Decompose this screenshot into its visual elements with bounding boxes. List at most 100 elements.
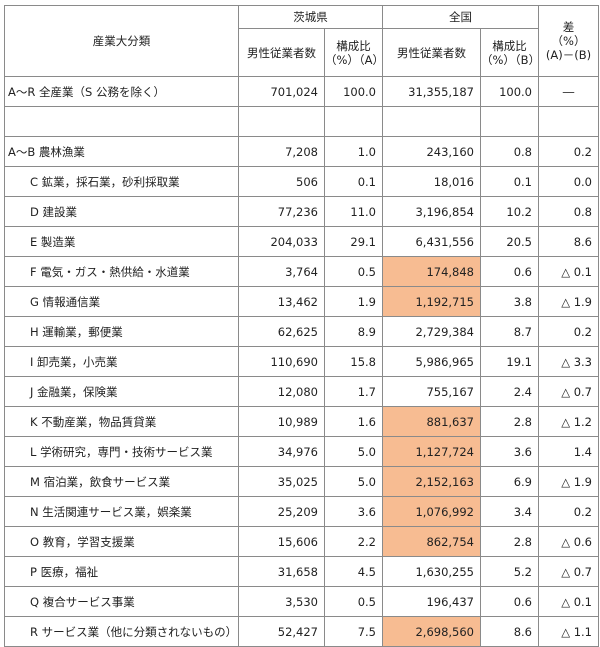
ibaraki-ratio: 8.9 — [324, 316, 383, 347]
national-ratio: 10.2 — [480, 196, 539, 227]
diff-value: △ 1.2 — [538, 406, 599, 437]
ibaraki-workers: 15,606 — [238, 526, 325, 557]
industry-label: Q 複合サービス事業 — [4, 586, 239, 617]
industry-label: R サービス業（他に分類されないもの） — [4, 616, 239, 647]
national-workers: 174,848 — [382, 256, 481, 287]
national-ratio: 0.6 — [480, 256, 539, 287]
ibaraki-ratio: 2.2 — [324, 526, 383, 557]
diff-value: ― — [538, 76, 599, 107]
header-ratio-national: 構成比 （%）（B） — [480, 28, 539, 77]
national-ratio: 2.8 — [480, 526, 539, 557]
national-ratio: 100.0 — [480, 76, 539, 107]
row-spacer — [4, 106, 599, 137]
industry-label: A～B 農林漁業 — [4, 136, 239, 167]
industry-label: E 製造業 — [4, 226, 239, 257]
industry-label: P 医療，福祉 — [4, 556, 239, 587]
ibaraki-workers: 506 — [238, 166, 325, 197]
ibaraki-workers: 204,033 — [238, 226, 325, 257]
national-workers: 881,637 — [382, 406, 481, 437]
ibaraki-ratio: 1.0 — [324, 136, 383, 167]
ibaraki-workers: 13,462 — [238, 286, 325, 317]
table-row: C 鉱業，採石業，砂利採取業 506 0.1 18,016 0.1 0.0 — [4, 166, 599, 197]
diff-value: △ 0.1 — [538, 586, 599, 617]
ibaraki-workers: 31,658 — [238, 556, 325, 587]
industry-label: G 情報通信業 — [4, 286, 239, 317]
table-row: F 電気・ガス・熱供給・水道業 3,764 0.5 174,848 0.6 △ 0.1 — [4, 256, 599, 287]
national-ratio: 6.9 — [480, 466, 539, 497]
ibaraki-workers: 7,208 — [238, 136, 325, 167]
spacer-cell — [4, 106, 239, 137]
table-row: H 運輸業，郵便業 62,625 8.9 2,729,384 8.7 0.2 — [4, 316, 599, 347]
header-ibaraki: 茨城県 — [238, 5, 383, 29]
national-workers: 18,016 — [382, 166, 481, 197]
national-workers: 196,437 — [382, 586, 481, 617]
table-body: A～R 全産業（S 公務を除く） 701,024 100.0 31,355,187 10… — [4, 76, 599, 647]
header-diff: 差 （%） (A)－(B) — [538, 5, 599, 77]
diff-value: 0.2 — [538, 316, 599, 347]
national-workers: 2,152,163 — [382, 466, 481, 497]
national-workers: 3,196,854 — [382, 196, 481, 227]
national-workers: 2,729,384 — [382, 316, 481, 347]
ibaraki-workers: 62,625 — [238, 316, 325, 347]
ibaraki-workers: 3,530 — [238, 586, 325, 617]
header-national: 全国 — [382, 5, 539, 29]
ibaraki-ratio: 100.0 — [324, 76, 383, 107]
ibaraki-ratio: 5.0 — [324, 466, 383, 497]
ibaraki-ratio: 29.1 — [324, 226, 383, 257]
national-ratio: 2.8 — [480, 406, 539, 437]
national-ratio: 3.8 — [480, 286, 539, 317]
ibaraki-ratio: 4.5 — [324, 556, 383, 587]
national-workers: 755,167 — [382, 376, 481, 407]
national-ratio: 19.1 — [480, 346, 539, 377]
spacer-cell — [324, 106, 383, 137]
diff-value: △ 3.3 — [538, 346, 599, 377]
industry-label: J 金融業，保険業 — [4, 376, 239, 407]
ibaraki-ratio: 5.0 — [324, 436, 383, 467]
diff-value: △ 1.1 — [538, 616, 599, 647]
national-workers: 1,076,992 — [382, 496, 481, 527]
table-row: L 学術研究，専門・技術サービス業 34,976 5.0 1,127,724 3.6 1.… — [4, 436, 599, 467]
industry-label: N 生活関連サービス業，娯楽業 — [4, 496, 239, 527]
ibaraki-workers: 77,236 — [238, 196, 325, 227]
industry-label: I 卸売業，小売業 — [4, 346, 239, 377]
ibaraki-ratio: 0.5 — [324, 256, 383, 287]
diff-value: △ 0.7 — [538, 556, 599, 587]
diff-value: 0.2 — [538, 136, 599, 167]
diff-value: △ 0.6 — [538, 526, 599, 557]
table-row: G 情報通信業 13,462 1.9 1,192,715 3.8 △ 1.9 — [4, 286, 599, 317]
industry-label: D 建設業 — [4, 196, 239, 227]
ibaraki-workers: 25,209 — [238, 496, 325, 527]
ibaraki-ratio: 1.7 — [324, 376, 383, 407]
national-ratio: 8.6 — [480, 616, 539, 647]
table-row: P 医療，福祉 31,658 4.5 1,630,255 5.2 △ 0.7 — [4, 556, 599, 587]
national-workers: 31,355,187 — [382, 76, 481, 107]
ibaraki-ratio: 1.9 — [324, 286, 383, 317]
spacer-cell — [538, 106, 599, 137]
national-ratio: 2.4 — [480, 376, 539, 407]
ibaraki-workers: 35,025 — [238, 466, 325, 497]
table-row: R サービス業（他に分類されないもの） 52,427 7.5 2,698,560 8.6… — [4, 616, 599, 647]
national-workers: 243,160 — [382, 136, 481, 167]
table-row: O 教育，学習支援業 15,606 2.2 862,754 2.8 △ 0.6 — [4, 526, 599, 557]
national-workers: 1,192,715 — [382, 286, 481, 317]
industry-label: M 宿泊業，飲食サービス業 — [4, 466, 239, 497]
national-workers: 6,431,556 — [382, 226, 481, 257]
national-ratio: 3.6 — [480, 436, 539, 467]
diff-value: △ 1.9 — [538, 286, 599, 317]
table-row: M 宿泊業，飲食サービス業 35,025 5.0 2,152,163 6.9 △ 1.9 — [4, 466, 599, 497]
national-workers: 1,630,255 — [382, 556, 481, 587]
ibaraki-workers: 3,764 — [238, 256, 325, 287]
header-ratio-ibaraki: 構成比 （%）（A） — [324, 28, 383, 77]
table-row: K 不動産業，物品賃貸業 10,989 1.6 881,637 2.8 △ 1.2 — [4, 406, 599, 437]
table-row: A～B 農林漁業 7,208 1.0 243,160 0.8 0.2 — [4, 136, 599, 167]
diff-value: △ 0.1 — [538, 256, 599, 287]
national-ratio: 0.6 — [480, 586, 539, 617]
header-workers-ibaraki: 男性従業者数 — [238, 28, 325, 77]
ibaraki-workers: 52,427 — [238, 616, 325, 647]
national-ratio: 3.4 — [480, 496, 539, 527]
industry-label: H 運輸業，郵便業 — [4, 316, 239, 347]
spacer-cell — [480, 106, 539, 137]
industry-male-workers-table: 産業大分類 茨城県 全国 差 （%） (A)－(B) 男性従業者数 構成比 （%… — [4, 5, 599, 647]
table-row: D 建設業 77,236 11.0 3,196,854 10.2 0.8 — [4, 196, 599, 227]
